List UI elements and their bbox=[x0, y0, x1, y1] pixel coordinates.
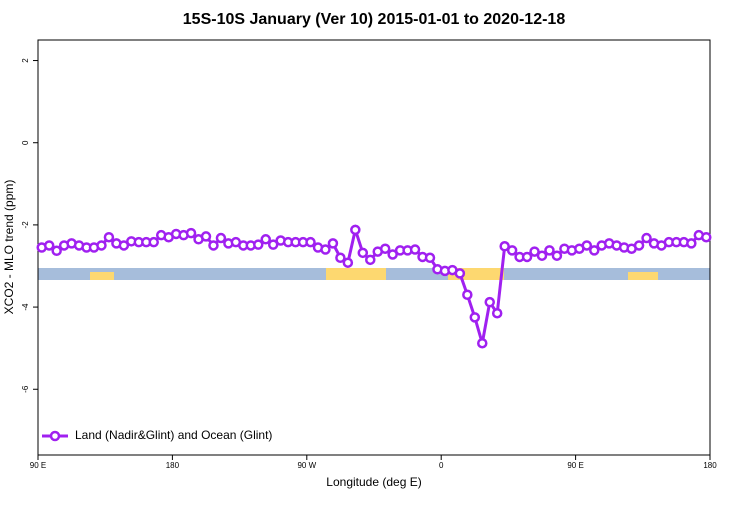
point bbox=[506, 245, 518, 256]
point bbox=[260, 234, 271, 245]
y-tick-label: -6 bbox=[21, 385, 30, 393]
point bbox=[267, 239, 279, 250]
y-tick-label: -2 bbox=[21, 221, 30, 229]
point bbox=[387, 249, 398, 260]
point bbox=[185, 227, 197, 239]
point bbox=[589, 245, 600, 256]
point bbox=[208, 240, 219, 251]
x-tick-label: 0 bbox=[439, 461, 444, 470]
point bbox=[641, 232, 652, 244]
point bbox=[454, 268, 466, 279]
point bbox=[342, 257, 354, 268]
x-axis-label: Longitude (deg E) bbox=[326, 475, 421, 489]
point bbox=[43, 240, 55, 251]
land-ocean-band bbox=[38, 268, 710, 280]
point bbox=[365, 254, 376, 266]
point bbox=[320, 244, 331, 255]
point bbox=[200, 231, 212, 242]
point bbox=[51, 245, 62, 257]
point bbox=[551, 250, 563, 261]
y-tick-label: -4 bbox=[21, 303, 30, 311]
y-tick-label: 2 bbox=[21, 58, 30, 63]
chart-title: 15S-10S January (Ver 10) 2015-01-01 to 2… bbox=[183, 11, 566, 28]
point bbox=[484, 296, 495, 308]
legend-marker bbox=[49, 430, 61, 442]
point bbox=[477, 337, 488, 349]
point bbox=[96, 240, 107, 251]
point bbox=[409, 244, 421, 255]
point bbox=[103, 231, 115, 243]
point bbox=[536, 250, 548, 261]
point bbox=[253, 239, 264, 250]
point bbox=[521, 251, 533, 263]
point bbox=[327, 238, 339, 249]
land-band bbox=[90, 272, 114, 280]
point bbox=[499, 241, 510, 252]
point bbox=[215, 232, 227, 244]
point bbox=[544, 245, 555, 256]
point bbox=[462, 289, 473, 301]
x-tick-label: 180 bbox=[703, 461, 717, 470]
point bbox=[529, 246, 540, 257]
point bbox=[305, 236, 316, 248]
x-tick-label: 180 bbox=[166, 461, 180, 470]
point bbox=[633, 240, 645, 251]
point bbox=[357, 247, 369, 259]
y-tick-label: 0 bbox=[21, 140, 30, 145]
point bbox=[118, 240, 130, 251]
point bbox=[424, 252, 436, 264]
legend-label: Land (Nadir&Glint) and Ocean (Glint) bbox=[75, 428, 272, 442]
x-tick-label: 90 W bbox=[297, 461, 316, 470]
point bbox=[581, 240, 593, 251]
land-band bbox=[326, 268, 386, 280]
y-axis-label: XCO2 - MLO trend (ppm) bbox=[2, 180, 16, 315]
x-tick-label: 90 E bbox=[30, 461, 46, 470]
point bbox=[350, 224, 361, 236]
point bbox=[701, 231, 712, 243]
point bbox=[469, 312, 481, 323]
point bbox=[335, 252, 346, 264]
point bbox=[379, 243, 391, 254]
point bbox=[148, 236, 159, 248]
x-tick-label: 90 E bbox=[567, 461, 583, 470]
point bbox=[686, 238, 697, 249]
point bbox=[491, 307, 503, 319]
land-band bbox=[628, 272, 658, 280]
